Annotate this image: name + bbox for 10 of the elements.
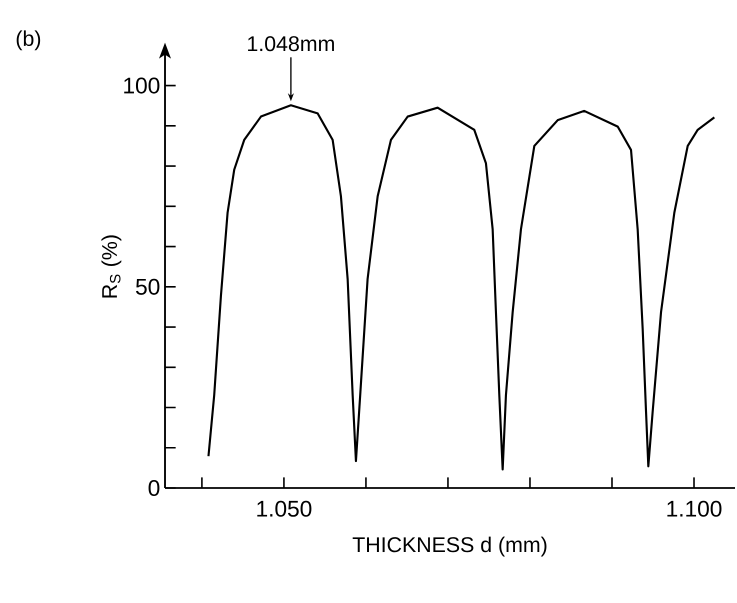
x-tick-label: 1.050 (257, 500, 312, 517)
y-tick-label: 50 (136, 278, 160, 295)
y-tick-label: 0 (148, 480, 160, 496)
x-tick-label: 1.100 (667, 500, 722, 517)
annotation: 1.048mm (248, 36, 334, 52)
x-axis-title: THICKNESS d (mm) (352, 536, 546, 556)
y-tick-label: 100 (124, 78, 160, 94)
line-series (207, 104, 716, 471)
chart-title: (b) (16, 30, 40, 50)
y-axis-title: R$_{S}$ (%) (101, 235, 122, 298)
